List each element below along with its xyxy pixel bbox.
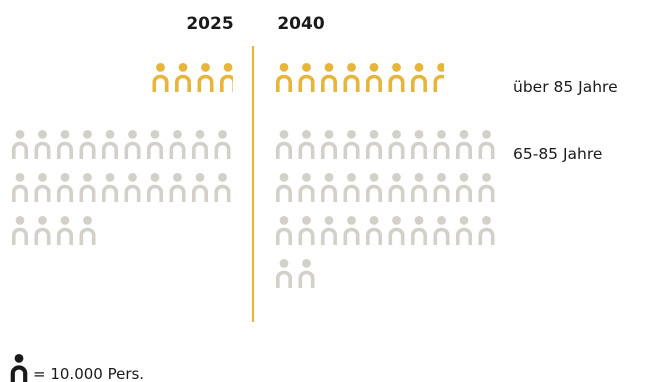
person-icon-2040-65-85-28 (433, 216, 450, 245)
person-icon-2040-65-85-5 (366, 130, 382, 159)
person-icon-2025-65-85-8 (169, 130, 186, 159)
icons-2040-over85 (276, 63, 444, 92)
person-icon-2040-65-85-22 (298, 216, 315, 245)
person-icon-2040-over85-7 (411, 63, 427, 92)
person-icon-2025-65-85-19 (192, 173, 208, 202)
person-icon-2040-over85-6 (388, 63, 405, 92)
person-icon-2040-65-85-23 (321, 216, 337, 245)
year-label-2025: 2025 (186, 14, 233, 34)
person-icon-2025-65-85-10 (214, 130, 231, 159)
person-icon-2040-65-85-15 (366, 173, 382, 202)
person-icon-2040-over85-8 (433, 63, 444, 92)
person-icon-2025-65-85-7 (147, 130, 163, 159)
category-label-over85: über 85 Jahre (513, 78, 618, 96)
person-icon-2025-65-85-1 (12, 130, 28, 159)
person-icon-2040-65-85-29 (456, 216, 472, 245)
person-icon-2040-over85-2 (298, 63, 315, 92)
person-icon-2040-over85-3 (321, 63, 337, 92)
icons-2040-65-85 (276, 130, 495, 288)
person-icon-2025-over85-2 (175, 63, 191, 92)
person-icon-2025-65-85-2 (34, 130, 51, 159)
person-icon-2025-65-85-20 (214, 173, 231, 202)
year-label-2040: 2040 (277, 14, 324, 34)
person-icon-2040-65-85-4 (343, 130, 360, 159)
person-icon-2040-65-85-10 (478, 130, 495, 159)
person-icon-2025-over85-3 (197, 63, 214, 92)
legend-text: = 10.000 Pers. (33, 365, 144, 382)
person-icon-2040-65-85-13 (321, 173, 337, 202)
category-label-65-85: 65-85 Jahre (513, 145, 602, 163)
person-icon-2040-65-85-18 (433, 173, 450, 202)
person-icon-2040-65-85-8 (433, 130, 450, 159)
person-icon-2025-65-85-16 (124, 173, 141, 202)
person-icon-2040-65-85-21 (276, 216, 292, 245)
person-icon-2040-65-85-16 (388, 173, 405, 202)
person-icon-2025-65-85-11 (12, 173, 28, 202)
person-icon-2040-65-85-14 (343, 173, 360, 202)
person-icon-2040-65-85-17 (411, 173, 427, 202)
person-icon-2025-over85-1 (152, 63, 169, 92)
person-icon-2025-65-85-3 (57, 130, 73, 159)
person-icon-2025-65-85-12 (34, 173, 51, 202)
legend-person-icon (10, 354, 28, 382)
person-icon-2025-over85-4 (220, 63, 233, 92)
person-icon-2025-65-85-24 (79, 216, 96, 245)
person-icon-2040-65-85-9 (456, 130, 472, 159)
person-icon-2025-65-85-9 (192, 130, 208, 159)
person-icon-2040-65-85-2 (298, 130, 315, 159)
person-icon-2025-65-85-15 (102, 173, 118, 202)
person-icon-2025-65-85-6 (124, 130, 141, 159)
person-icon-2025-65-85-23 (57, 216, 73, 245)
person-icon-2040-over85-1 (276, 63, 292, 92)
person-icon-2040-65-85-7 (411, 130, 427, 159)
person-icon-2040-65-85-12 (298, 173, 315, 202)
icons-2025-65-85 (12, 130, 231, 245)
person-icon-2025-65-85-17 (147, 173, 163, 202)
person-icon-2025-65-85-21 (12, 216, 28, 245)
person-icon-2040-65-85-24 (343, 216, 360, 245)
person-icon-2040-65-85-1 (276, 130, 292, 159)
person-icon-2040-65-85-3 (321, 130, 337, 159)
person-icon-2025-65-85-13 (57, 173, 73, 202)
person-icon-2040-65-85-27 (411, 216, 427, 245)
person-icon-2040-65-85-6 (388, 130, 405, 159)
person-icon-2040-65-85-26 (388, 216, 405, 245)
person-icon-2025-65-85-22 (34, 216, 51, 245)
person-icon-2040-65-85-25 (366, 216, 382, 245)
person-icon-2040-65-85-31 (276, 259, 292, 288)
person-icon-2025-65-85-14 (79, 173, 96, 202)
person-icon-2025-65-85-4 (79, 130, 96, 159)
person-icon-2040-65-85-20 (478, 173, 495, 202)
person-icon-2040-65-85-32 (298, 259, 315, 288)
person-icon-2025-65-85-18 (169, 173, 186, 202)
person-icon-2025-65-85-5 (102, 130, 118, 159)
person-icon-2040-over85-5 (366, 63, 382, 92)
person-icon-2040-65-85-19 (456, 173, 472, 202)
icons-2025-over85 (152, 63, 233, 92)
legend-person-glyph (10, 354, 28, 382)
person-icon-2040-over85-4 (343, 63, 360, 92)
person-icon-2040-65-85-30 (478, 216, 495, 245)
person-icon-2040-65-85-11 (276, 173, 292, 202)
